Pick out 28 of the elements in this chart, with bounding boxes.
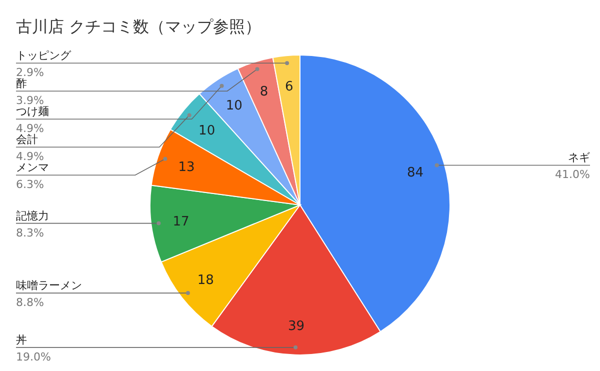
data-label: 8.3% [16, 226, 44, 240]
data-label: 6.3% [16, 178, 44, 192]
slice-label: 記憶力 [16, 209, 49, 222]
slice-label: トッピング [16, 49, 72, 62]
data-label: 19.0% [16, 350, 51, 364]
slice-label: つけ麺 [16, 105, 49, 118]
text: 39 [288, 318, 305, 334]
text: 17 [172, 214, 190, 230]
text: 10 [226, 98, 242, 114]
text: 18 [197, 273, 214, 288]
text: 10 [198, 123, 216, 138]
text: 13 [178, 160, 195, 176]
slice-label: 味噌ラーメン [16, 279, 82, 292]
slice-label: 酢 [16, 77, 27, 90]
slice-label: メンマ [16, 161, 49, 174]
slice-label: ネギ [568, 151, 590, 164]
data-label: 2.9% [16, 66, 44, 80]
data-label: 3.9% [16, 94, 44, 108]
slice-label: 丼 [16, 333, 27, 346]
slice-label: 会計 [16, 133, 38, 146]
text: 6 [284, 80, 294, 94]
data-label: 8.8% [16, 296, 44, 310]
text: 84 [406, 166, 424, 181]
chart-title: 古川店 クチコミ数（マップ参照） [16, 17, 262, 36]
data-label: 4.9% [16, 122, 44, 136]
text: 8 [260, 84, 268, 100]
data-label: 4.9% [16, 150, 44, 164]
data-label: 41.0% [555, 168, 590, 182]
